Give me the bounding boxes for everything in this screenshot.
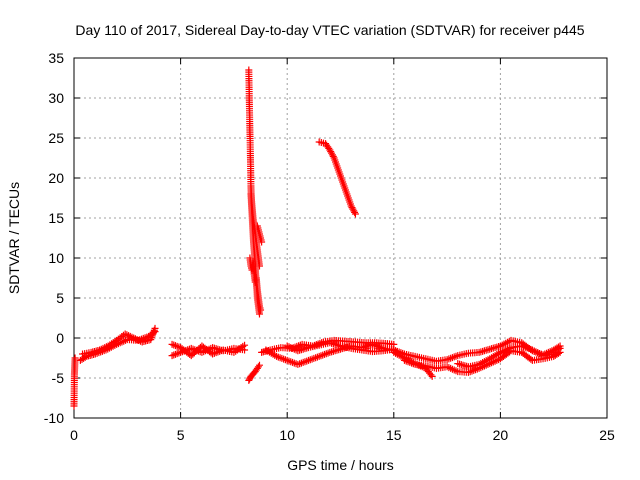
data-point [173, 350, 181, 358]
x-tick-label: 15 [386, 427, 402, 443]
data-point [351, 208, 359, 216]
data-point [125, 332, 133, 340]
data-point [130, 334, 138, 342]
y-tick-label: -10 [44, 410, 64, 426]
x-axis-label: GPS time / hours [287, 457, 394, 473]
y-tick-label: 15 [48, 210, 64, 226]
data-point [349, 205, 357, 213]
data-point [254, 363, 262, 371]
series-track-9 [253, 222, 266, 246]
y-tick-label: 25 [48, 130, 64, 146]
y-tick-label: 20 [48, 170, 64, 186]
series-track-14 [315, 138, 359, 218]
data-point [428, 372, 436, 380]
data-point [71, 354, 79, 362]
data-point [96, 346, 104, 354]
y-tick-label: -5 [52, 370, 65, 386]
series-track-8 [246, 254, 265, 314]
data-point [123, 331, 131, 339]
data-point [97, 345, 105, 353]
y-tick-label: 10 [48, 250, 64, 266]
data-point [351, 210, 359, 218]
data-point [168, 340, 176, 348]
series-track-2 [76, 328, 159, 364]
data-point [126, 332, 134, 340]
data-point [255, 310, 263, 318]
y-tick-label: 0 [56, 330, 64, 346]
series-track-3 [79, 324, 159, 358]
data-point [175, 349, 183, 357]
data-point [326, 146, 334, 154]
data-point [556, 344, 564, 352]
data-point [255, 361, 263, 369]
data-point [554, 346, 562, 354]
data-point [328, 151, 336, 159]
axis-ticks: 0 5 10 15 20 25 -10 -5 0 5 10 15 20 25 30 35 [44, 50, 615, 443]
data-point [173, 342, 181, 350]
data-point [327, 148, 335, 156]
series-track-5 [168, 340, 249, 360]
data-point [128, 333, 136, 341]
data-point [328, 149, 336, 157]
data-point [135, 336, 143, 344]
y-tick-label: 5 [56, 290, 64, 306]
data-point [348, 204, 356, 212]
data-point [427, 371, 435, 379]
data-point [257, 306, 265, 314]
data-point [101, 344, 109, 352]
data-point [347, 202, 355, 210]
x-tick-label: 10 [279, 427, 295, 443]
chart-title: Day 110 of 2017, Sidereal Day-to-day VTE… [75, 22, 584, 38]
data-point [121, 330, 129, 338]
data-point [170, 341, 178, 349]
plot-frame [73, 57, 608, 419]
data-point [170, 351, 178, 359]
series-track-10 [245, 361, 263, 384]
data-point [329, 152, 337, 160]
x-tick-label: 20 [493, 427, 509, 443]
grid [74, 58, 607, 418]
data-point [350, 207, 358, 215]
data-point [168, 352, 176, 360]
data-point [255, 262, 263, 270]
data-point [241, 341, 249, 349]
data-point [133, 336, 141, 344]
data-point [151, 324, 159, 332]
y-tick-label: 30 [48, 90, 64, 106]
data-point [131, 335, 139, 343]
x-tick-label: 5 [177, 427, 185, 443]
data-points [70, 66, 564, 410]
y-axis-label: SDTVAR / TECUs [6, 182, 22, 294]
data-point [258, 238, 266, 246]
series-track-17 [400, 347, 564, 376]
x-tick-label: 25 [599, 427, 615, 443]
data-point [171, 342, 179, 350]
series-track-1 [70, 354, 79, 410]
data-point [99, 344, 107, 352]
x-tick-label: 0 [70, 427, 78, 443]
series-track-18 [454, 342, 564, 371]
data-point [171, 350, 179, 358]
y-tick-label: 35 [48, 50, 64, 66]
